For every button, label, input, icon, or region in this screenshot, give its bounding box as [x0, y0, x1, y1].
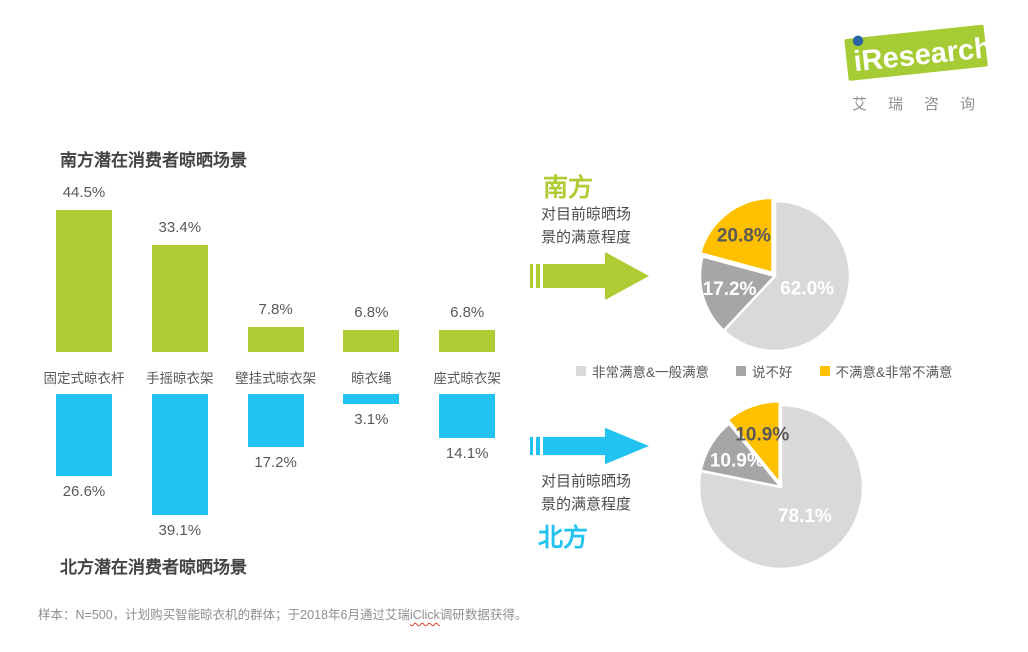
legend-swatch-icon — [819, 366, 830, 376]
south-bar — [343, 330, 400, 352]
legend-item: 说不好 — [736, 361, 793, 381]
logo-i-dot — [852, 35, 864, 46]
legend-label: 非常满意&一般满意 — [592, 365, 710, 380]
sample-note-prefix: 样本：N=500，计划购买智能晾衣机的群体；于2018年6月通过艾瑞 — [38, 608, 410, 622]
south-bar-value: 7.8% — [258, 301, 293, 319]
pie-slice — [697, 403, 865, 571]
south-region-label: 南方 — [543, 174, 594, 202]
bar-category-label: 晾衣绳 — [351, 371, 392, 386]
south-bar-value: 44.5% — [62, 183, 106, 201]
north-bar-value: 3.1% — [354, 410, 389, 428]
pie-legend: 非常满意&一般满意 说不好 不满意&非常不满意 — [576, 361, 953, 381]
iresearch-logo: iResearch 艾瑞咨询 — [838, 20, 997, 114]
north-bar — [439, 394, 496, 438]
sample-note: 样本：N=500，计划购买智能晾衣机的群体；于2018年6月通过艾瑞iClick… — [38, 604, 527, 623]
north-bar — [56, 394, 112, 477]
sample-note-suffix: 调研数据获得。 — [439, 608, 528, 622]
pie-slice-value-label: 10.9% — [735, 425, 789, 446]
south-bar — [56, 209, 112, 352]
iresearch-logo-mark: iResearch — [844, 24, 993, 81]
legend-swatch-icon — [576, 366, 586, 376]
north-bar — [151, 394, 208, 516]
sample-note-iclick: iClick — [409, 608, 440, 622]
north-region-label: 北方 — [538, 524, 589, 552]
legend-label: 不满意&非常不满意 — [835, 365, 953, 380]
south-satisfaction-prompt: 对目前晾晒场景的满意程度 — [541, 206, 632, 246]
south-bar-value: 6.8% — [354, 304, 389, 322]
legend-item: 不满意&非常不满意 — [819, 361, 953, 381]
pie-slice-value-label: 78.1% — [778, 506, 832, 527]
legend-label: 说不好 — [752, 365, 793, 380]
south-bar-value: 6.8% — [450, 304, 485, 322]
pie-slice — [698, 196, 774, 275]
south-satisfaction-pie: 62.0% 17.2% 20.8% — [698, 196, 852, 353]
north-bar — [247, 394, 304, 448]
pie-slice-value-label: 17.2% — [703, 279, 757, 300]
north-bar-value: 14.1% — [445, 444, 489, 462]
pie-slice — [722, 199, 852, 353]
north-right-arrow — [530, 427, 649, 465]
legend-item: 非常满意&一般满意 — [576, 361, 709, 381]
pie-slice-value-label: 10.9% — [710, 450, 764, 471]
bar-category-label: 手摇晾衣架 — [146, 371, 214, 386]
south-bar-value: 33.4% — [158, 219, 202, 237]
south-bar — [439, 330, 496, 352]
north-satisfaction-prompt: 对目前晾晒场景的满意程度 — [541, 473, 632, 513]
south-bar — [151, 245, 208, 352]
pie-slice-value-label: 20.8% — [717, 225, 771, 246]
legend-swatch-icon — [736, 366, 747, 376]
north-bar-chart-title: 北方潜在消费者晾晒场景 — [60, 558, 247, 577]
south-bar-chart-title: 南方潜在消费者晾晒场景 — [60, 151, 247, 170]
bar-category-label: 固定式晾衣杆 — [43, 371, 125, 386]
pie-slice — [698, 255, 777, 332]
north-bar-value: 17.2% — [254, 454, 297, 472]
north-bar-value: 39.1% — [158, 522, 202, 540]
bar-category-label: 壁挂式晾衣架 — [235, 371, 317, 386]
pie-slice-value-label: 62.0% — [780, 279, 834, 300]
south-right-arrow — [530, 252, 649, 300]
north-satisfaction-pie: 78.1% 10.9% 10.9% — [697, 399, 865, 571]
north-bar-value: 26.6% — [62, 483, 106, 501]
bar-category-label: 座式晾衣架 — [433, 371, 501, 386]
pie-slice — [699, 422, 783, 489]
south-bar — [247, 327, 304, 352]
logo-subtext: 艾瑞咨询 — [852, 96, 997, 113]
north-bar — [343, 394, 400, 404]
pie-slice — [726, 399, 781, 485]
